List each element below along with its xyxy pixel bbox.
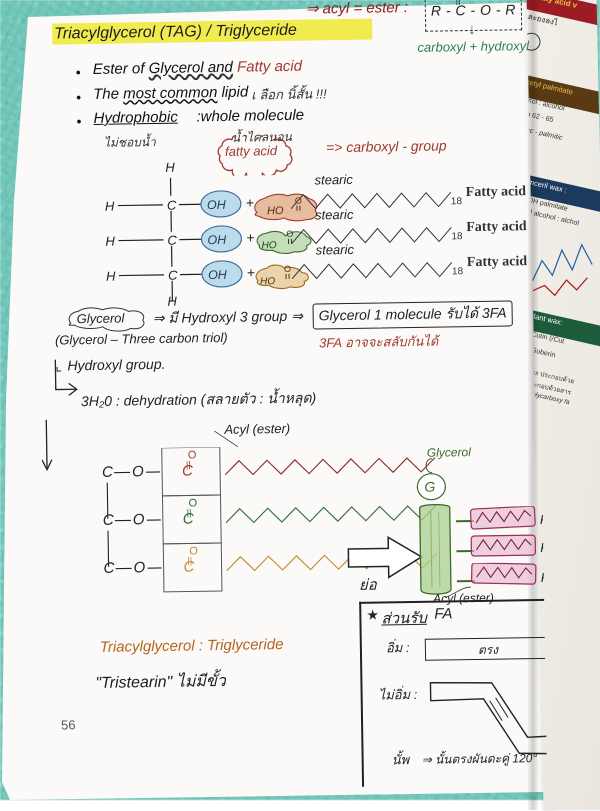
svg-text:C: C [183,510,194,527]
svg-text:H: H [105,234,115,249]
svg-text:C: C [183,558,194,575]
svg-text:C: C [167,233,177,248]
svg-text:C: C [168,268,178,283]
svg-text:H: H [106,269,116,284]
svg-text:G: G [424,479,435,495]
svg-text:O: O [132,463,144,480]
svg-text:HO: HO [260,276,275,287]
svg-text:C: C [103,560,114,577]
svg-text:C: C [182,462,193,479]
svg-text:C: C [103,512,114,529]
svg-text:H: H [105,199,115,214]
svg-text:O: O [133,559,145,576]
svg-text:HO: HO [267,205,284,217]
svg-text:OH: OH [207,198,227,212]
svg-text:H: H [165,160,175,175]
svg-text:O: O [133,511,145,528]
svg-text:C: C [102,464,113,481]
svg-text:OH: OH [207,233,227,247]
svg-text:C: C [167,198,177,213]
svg-text:OH: OH [208,268,228,282]
svg-text:O: O [284,264,291,274]
svg-text:HO: HO [261,240,276,251]
